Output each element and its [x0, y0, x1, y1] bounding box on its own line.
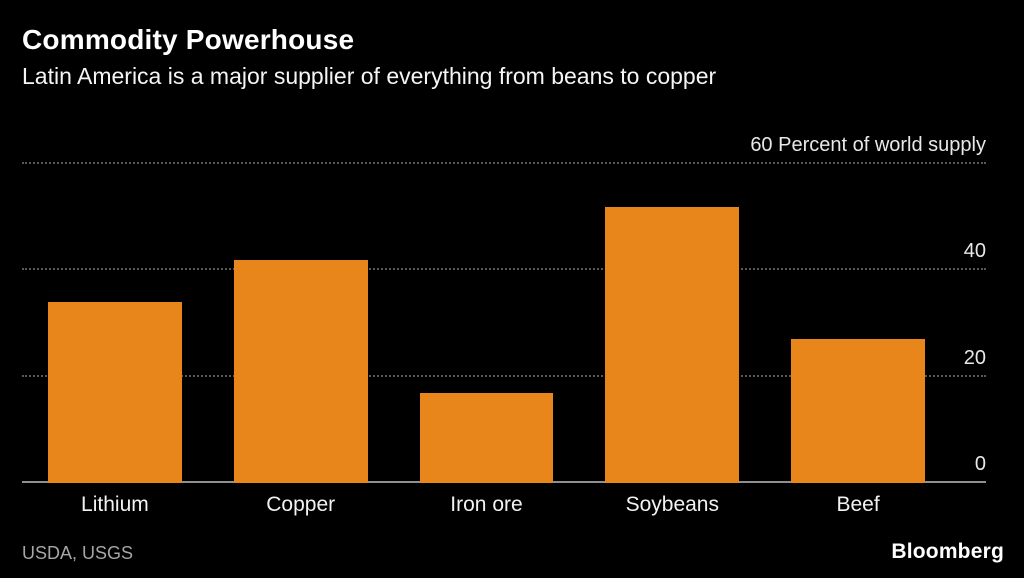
- x-tick-label: Beef: [836, 493, 880, 516]
- chart-subtitle: Latin America is a major supplier of eve…: [22, 63, 717, 89]
- bar-slot: [579, 164, 765, 483]
- chart-title: Commodity Powerhouse: [22, 24, 355, 55]
- bar-series: [22, 164, 951, 483]
- bloomberg-logo: Bloomberg: [891, 540, 1004, 563]
- y-tick-label: 40: [963, 240, 986, 263]
- x-tick-label: Copper: [266, 493, 336, 516]
- gridline: [22, 374, 986, 377]
- bar-iron-ore: [419, 392, 554, 483]
- bar-slot: [208, 164, 394, 483]
- bar-slot: [22, 164, 208, 483]
- y-tick-label: 20: [963, 346, 986, 369]
- plot-area: 0 20 40 60 Percent of world supply: [22, 135, 986, 483]
- x-axis-labels: Lithium Copper Iron ore Soybeans Beef: [22, 493, 951, 517]
- x-tick-label: Lithium: [81, 493, 149, 516]
- bar-lithium: [48, 302, 182, 483]
- y-tick-label: 0: [974, 453, 986, 475]
- gridline: [22, 268, 986, 271]
- x-tick-label: Iron ore: [450, 493, 523, 516]
- gridline: [22, 162, 986, 164]
- bar-beef: [791, 339, 925, 483]
- bar-copper: [233, 259, 368, 483]
- bar-soybeans: [605, 206, 740, 483]
- y-tick-label: 60 Percent of world supply: [750, 134, 986, 156]
- bar-slot: [765, 164, 951, 483]
- chart-footer: USDA, USGS Bloomberg: [22, 540, 1004, 564]
- bar-slot: [394, 164, 580, 483]
- source-note: USDA, USGS: [22, 543, 134, 563]
- x-tick-label: Soybeans: [625, 493, 719, 516]
